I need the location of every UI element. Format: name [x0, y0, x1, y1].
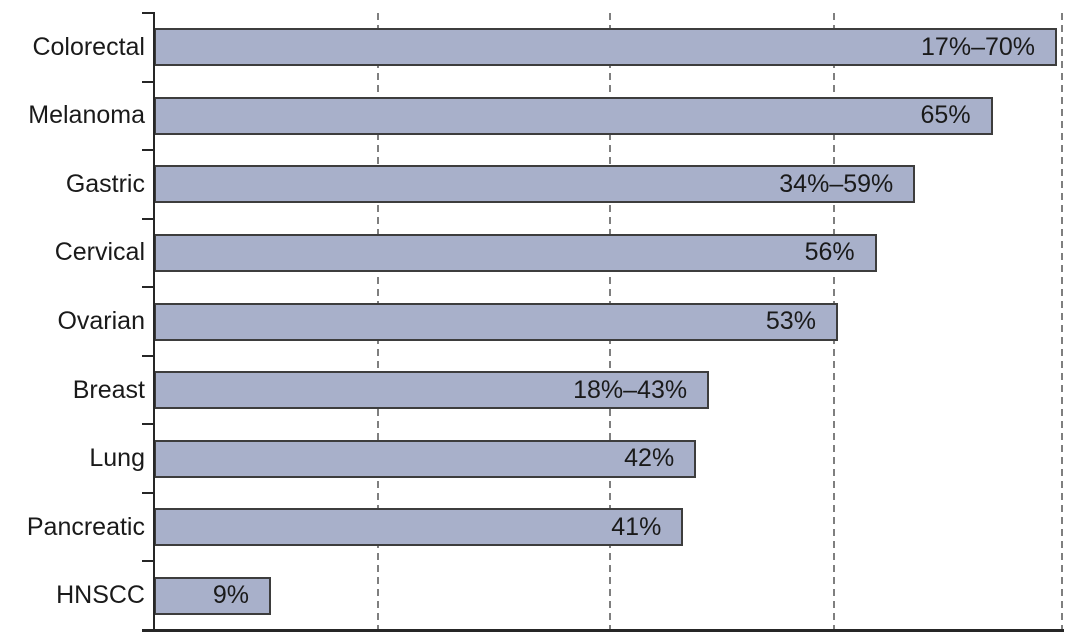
x-axis-line: [142, 629, 1065, 632]
y-axis-tick: [142, 560, 155, 563]
y-axis-tick: [142, 629, 155, 631]
bar-value-label: 65%: [920, 101, 971, 130]
bar-value-label: 53%: [765, 307, 816, 335]
bar: 18%–43%: [154, 371, 710, 410]
category-label: Lung: [89, 444, 145, 473]
bar-value-label: 41%: [611, 512, 662, 541]
category-label: HNSCC: [56, 581, 145, 610]
bar: 56%: [154, 233, 877, 272]
bar-value-label: 17%–70%: [921, 32, 1036, 61]
gridline: [1061, 13, 1064, 629]
bar-value-label: 18%–43%: [573, 375, 688, 404]
category-label: Pancreatic: [26, 512, 145, 541]
category-label: Colorectal: [32, 32, 145, 61]
bar: 41%: [154, 508, 684, 547]
bar-value-label: 34%–59%: [779, 169, 894, 198]
bar: 53%: [154, 302, 838, 341]
bar: 9%: [154, 576, 271, 615]
bar: 17%–70%: [154, 28, 1058, 67]
bar: 42%: [154, 439, 697, 478]
bar: 65%: [154, 96, 993, 135]
bar-value-label: 9%: [212, 581, 249, 610]
y-axis-tick: [142, 491, 155, 494]
y-axis-tick: [142, 354, 155, 357]
bar-value-label: 56%: [804, 238, 855, 267]
y-axis-tick: [142, 423, 155, 426]
y-axis-tick: [142, 12, 155, 14]
y-axis-tick: [142, 149, 155, 152]
y-axis-tick: [142, 286, 155, 289]
y-axis-line: [153, 13, 155, 632]
category-label: Breast: [72, 375, 145, 404]
category-label: Ovarian: [57, 307, 145, 335]
category-label: Cervical: [54, 238, 145, 267]
y-axis-tick: [142, 80, 155, 83]
bar-value-label: 42%: [624, 444, 675, 473]
bar: 34%–59%: [154, 165, 916, 204]
category-label: Gastric: [65, 169, 145, 198]
y-axis-tick: [142, 217, 155, 220]
category-label: Melanoma: [28, 101, 145, 130]
